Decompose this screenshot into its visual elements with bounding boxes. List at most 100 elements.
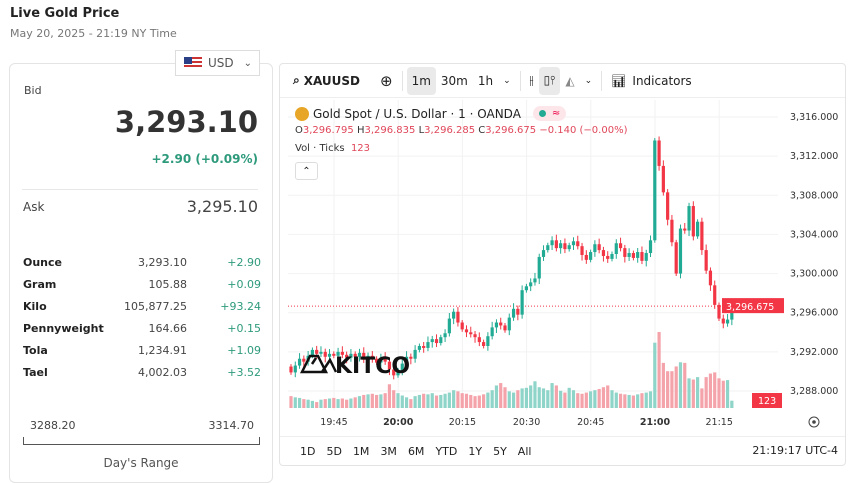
volume-bar [546, 390, 550, 408]
candle-body [550, 240, 554, 246]
candle-body [503, 325, 507, 331]
volume-bar [370, 393, 374, 408]
x-tick-label: 21:00 [640, 417, 671, 428]
candle-body [717, 304, 721, 319]
y-tick-label: 3,308.000 [790, 190, 838, 201]
period-all[interactable]: All [517, 444, 532, 458]
unit-row: Ounce 3,293.10 +2.90 [23, 256, 261, 276]
volume-bar [567, 387, 571, 408]
volume-bar [319, 399, 323, 408]
period-5d[interactable]: 5D [326, 444, 342, 458]
x-tick-label: 19:45 [320, 417, 347, 428]
area-style-button[interactable]: ◭ [560, 67, 579, 95]
volume-bar [614, 392, 618, 408]
candle-body [631, 253, 635, 258]
period-1y[interactable]: 1Y [468, 444, 483, 458]
candle-body [636, 252, 640, 258]
candle-body [541, 250, 546, 257]
unit-change: +2.90 [227, 256, 261, 269]
candle-body [648, 240, 653, 254]
candle-body [340, 351, 344, 355]
volume-bar [447, 392, 451, 408]
symbol-search[interactable]: ⌕ XAUUSD [288, 67, 365, 95]
period-1m[interactable]: 1M [352, 444, 370, 458]
unit-value: 105,877.25 [124, 300, 187, 313]
bar-style-button[interactable]: ⫲ [525, 67, 539, 95]
volume-bar [631, 395, 635, 408]
candle-body [297, 358, 302, 366]
period-5y[interactable]: 5Y [493, 444, 507, 458]
volume-bar [332, 397, 336, 408]
candle-body [387, 361, 392, 370]
indicators-button[interactable]: 📊︎ Indicators [606, 67, 697, 95]
volume-bar [580, 393, 584, 408]
divider [601, 70, 603, 91]
candle-body [700, 221, 704, 251]
interval-30m[interactable]: 30m [440, 73, 468, 88]
x-tick-label: 20:30 [513, 417, 540, 428]
collapse-legend-button[interactable]: ⌃ [295, 162, 318, 180]
unit-name: Tola [23, 344, 48, 357]
candle-body [460, 322, 464, 330]
unit-row: Gram 105.88 +0.09 [23, 278, 261, 298]
interval-1m[interactable]: 1m [406, 66, 436, 95]
unit-name: Pennyweight [23, 322, 104, 335]
chevron-up-icon: ⌃ [302, 165, 311, 177]
currency-select[interactable]: USD ⌄ [175, 50, 260, 76]
volume-bar [430, 393, 434, 408]
candle-body [593, 244, 597, 253]
candle-body [379, 357, 383, 363]
candle-body [704, 250, 708, 271]
candle-body [293, 365, 297, 373]
interval-dropdown[interactable]: ⌄ [498, 67, 516, 95]
y-tick-label: 3,300.000 [790, 269, 838, 280]
candle-body [404, 356, 409, 364]
volume-bar [473, 396, 477, 408]
candle-body [623, 248, 627, 257]
candle-body [678, 228, 683, 274]
candles-style-button[interactable]: ▯⫯ [538, 66, 561, 95]
period-ytd[interactable]: YTD [435, 444, 458, 458]
volume-bar [691, 379, 695, 408]
chart-clock[interactable]: 21:19:17 UTC-4 [752, 444, 838, 457]
compare-button[interactable]: ⊕ [375, 67, 398, 95]
plus-circle-icon: ⊕ [380, 71, 393, 90]
volume-bar [490, 390, 494, 408]
divider [519, 70, 521, 91]
volume-bar [323, 399, 327, 408]
y-tick-label: 3,288.000 [790, 386, 838, 397]
candle-body [606, 255, 610, 259]
settings-icon[interactable] [808, 416, 820, 428]
volume-bar [409, 399, 413, 408]
ask-price: 3,295.10 [186, 197, 258, 216]
volume-bar [597, 389, 601, 408]
candle-body [289, 366, 293, 373]
candle-body [452, 311, 456, 319]
period-6m[interactable]: 6M [407, 444, 425, 458]
interval-1h[interactable]: 1h [477, 73, 494, 88]
volume-bar [434, 395, 439, 408]
volume-bar [610, 390, 614, 408]
candle-body [640, 252, 644, 261]
currency-label: USD [208, 56, 234, 70]
candle-body [721, 318, 725, 324]
volume-bar [623, 394, 627, 408]
status-dot-icon [538, 110, 546, 117]
candle-body [683, 228, 687, 231]
page-title: Live Gold Price [10, 6, 120, 21]
period-1d[interactable]: 1D [300, 444, 316, 458]
candle-body [383, 357, 387, 362]
period-3m[interactable]: 3M [380, 444, 397, 458]
candle-body [439, 337, 443, 344]
price-chart[interactable]: 3,316.000 3,312.000 3,308.000 3,304.000 3,30… [0, 0, 850, 472]
x-tick-label: 21:15 [706, 417, 733, 428]
candles-icon: ▯⫯ [543, 73, 556, 87]
candle-body [345, 354, 349, 358]
candle-body [413, 349, 417, 359]
y-tick-label: 3,316.000 [790, 112, 838, 123]
style-dropdown[interactable]: ⌄ [580, 67, 598, 95]
volume-bar [336, 399, 340, 408]
volume-bar [696, 377, 700, 408]
volume-bar [648, 391, 653, 408]
candle-body [627, 253, 631, 257]
